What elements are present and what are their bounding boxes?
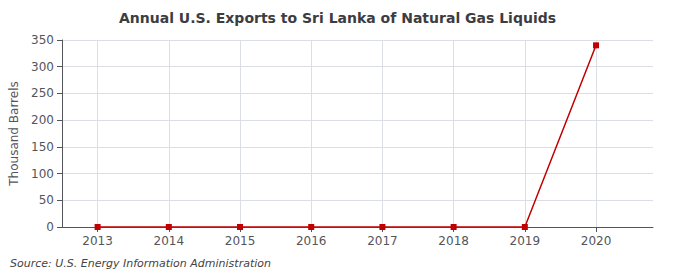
svg-text:150: 150 — [31, 140, 54, 154]
svg-text:2019: 2019 — [510, 234, 541, 248]
svg-text:2020: 2020 — [581, 234, 612, 248]
svg-text:350: 350 — [31, 33, 54, 47]
svg-text:2013: 2013 — [82, 234, 113, 248]
svg-text:2018: 2018 — [438, 234, 469, 248]
svg-text:Source: U.S. Energy Informatio: Source: U.S. Energy Information Administ… — [10, 257, 271, 270]
svg-text:2017: 2017 — [367, 234, 398, 248]
svg-text:2015: 2015 — [225, 234, 256, 248]
svg-text:2014: 2014 — [154, 234, 185, 248]
svg-text:Thousand Barrels: Thousand Barrels — [7, 81, 21, 186]
svg-text:250: 250 — [31, 86, 54, 100]
svg-text:50: 50 — [39, 193, 54, 207]
svg-text:2016: 2016 — [296, 234, 327, 248]
svg-text:0: 0 — [46, 220, 54, 234]
svg-text:300: 300 — [31, 60, 54, 74]
svg-text:100: 100 — [31, 167, 54, 181]
svg-text:Annual U.S. Exports to Sri Lan: Annual U.S. Exports to Sri Lanka of Natu… — [119, 10, 556, 26]
svg-text:200: 200 — [31, 113, 54, 127]
